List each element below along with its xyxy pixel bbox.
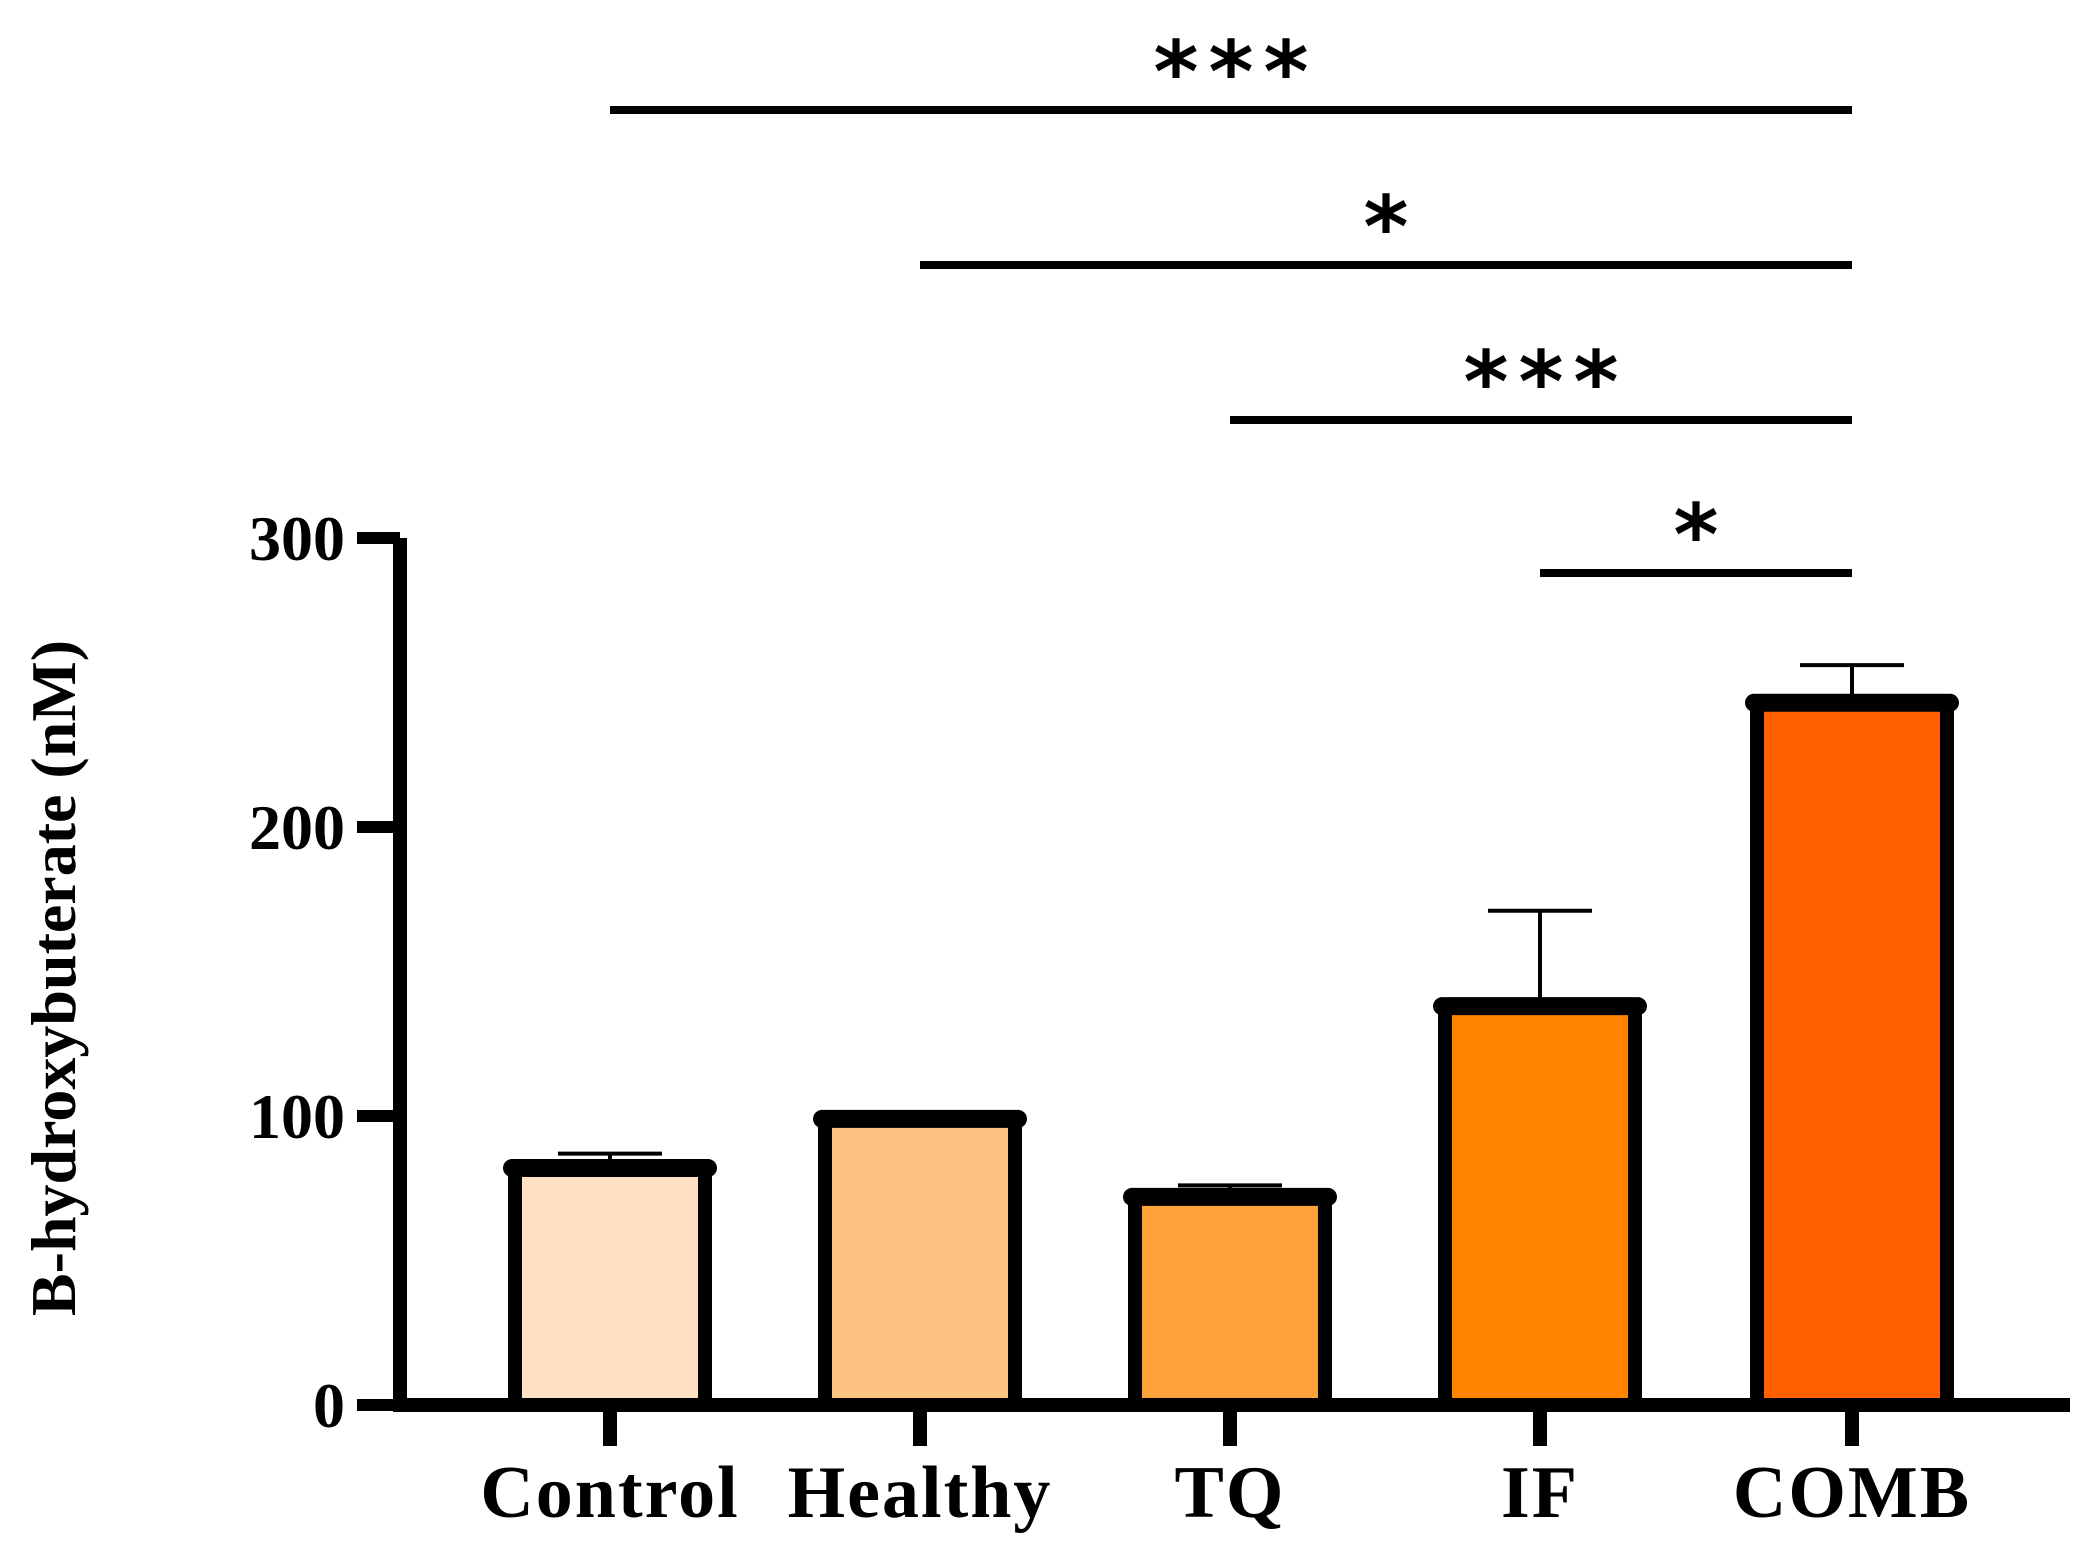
bar-comb (1750, 695, 1954, 1412)
significance-label: * (1364, 178, 1419, 278)
x-tick-label-control: Control (480, 1452, 739, 1534)
significance-label: *** (1464, 333, 1629, 433)
bar-healthy (818, 1111, 1022, 1412)
y-axis-label: B-hydroxybuterate (nM) (18, 640, 89, 1316)
x-tick-label-comb: COMB (1733, 1452, 1971, 1534)
bar-if (1438, 999, 1642, 1412)
y-tick-label: 0 (313, 1370, 345, 1441)
bar-control (508, 1161, 712, 1413)
x-tick-label-healthy: Healthy (788, 1452, 1053, 1534)
y-ticks: 0 100 200 300 (249, 503, 400, 1441)
bar-tq (1128, 1189, 1332, 1413)
x-tick-label-if: IF (1501, 1452, 1579, 1534)
x-tick-label-tq: TQ (1175, 1452, 1286, 1534)
bars (503, 663, 1959, 1413)
y-tick-label: 100 (249, 1081, 345, 1152)
y-tick-label: 300 (249, 503, 345, 574)
significance-label: *** (1154, 23, 1319, 123)
x-ticks: Control Healthy TQ IF COMB (480, 1405, 1971, 1534)
y-tick-label: 200 (249, 792, 345, 863)
significance-label: * (1674, 486, 1729, 586)
significance-annotations: ******** (610, 23, 1852, 586)
